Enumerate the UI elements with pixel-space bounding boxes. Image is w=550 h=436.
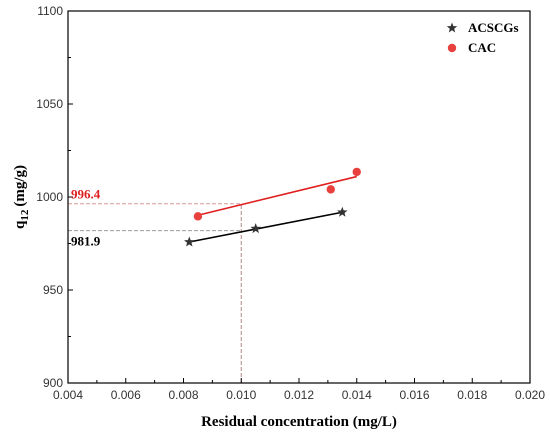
data-point-acscgs bbox=[250, 223, 261, 234]
data-point-acscgs bbox=[337, 206, 348, 217]
y-tick-label: 1000 bbox=[36, 190, 63, 204]
svg-text:q12(mg/g): q12 (mg/g) bbox=[12, 165, 31, 229]
y-axis-title: q12 (mg/g) bbox=[12, 165, 31, 229]
x-tick-label: 0.012 bbox=[284, 388, 314, 402]
plot-frame bbox=[67, 10, 531, 384]
x-axis-title: Residual concentration (mg/L) bbox=[201, 414, 397, 430]
y-tick-label: 950 bbox=[43, 283, 63, 297]
y-tick-label: 900 bbox=[43, 376, 63, 390]
ticks: 0.004 0.006 0.008 0.010 0.012 0.014 0.016 0.018… bbox=[36, 4, 545, 402]
data-point-cac bbox=[193, 212, 203, 221]
legend: ACSCGs CAC bbox=[446, 20, 519, 55]
fit-line-acscgs bbox=[189, 211, 343, 243]
x-tick-label: 0.018 bbox=[457, 388, 487, 402]
legend-label-acscgs: ACSCGs bbox=[468, 20, 519, 35]
fit-line-cac bbox=[197, 175, 357, 217]
x-tick-label: 0.008 bbox=[168, 388, 198, 402]
x-tick-label: 0.016 bbox=[399, 388, 429, 402]
x-tick-label: 0.004 bbox=[53, 388, 83, 402]
data-point-cac bbox=[352, 167, 361, 177]
fit-lines bbox=[189, 175, 357, 243]
data-point-acscgs bbox=[184, 236, 195, 247]
reference-lines bbox=[68, 203, 242, 383]
legend-marker-cac bbox=[447, 43, 457, 53]
x-tick-label: 0.014 bbox=[342, 388, 372, 402]
y-axis-title-main: q bbox=[12, 220, 28, 229]
data-points bbox=[184, 167, 361, 247]
y-axis-title-unit: (mg/g) bbox=[12, 165, 28, 207]
y-tick-label: 1100 bbox=[37, 4, 63, 18]
x-tick-label: 0.010 bbox=[226, 388, 256, 402]
y-tick-label: 1050 bbox=[36, 97, 63, 111]
x-tick-label: 0.006 bbox=[111, 388, 141, 402]
axes bbox=[67, 10, 531, 384]
legend-marker-acscgs bbox=[446, 22, 458, 33]
legend-label-cac: CAC bbox=[468, 40, 496, 55]
annotations: 996.4 981.9 bbox=[71, 187, 101, 249]
x-tick-label: 0.020 bbox=[515, 388, 545, 402]
data-point-cac bbox=[326, 185, 335, 194]
reference-value-label: 981.9 bbox=[71, 234, 101, 249]
reference-value-label: 996.4 bbox=[71, 187, 101, 202]
y-axis-title-subscript: 12 bbox=[19, 209, 31, 221]
